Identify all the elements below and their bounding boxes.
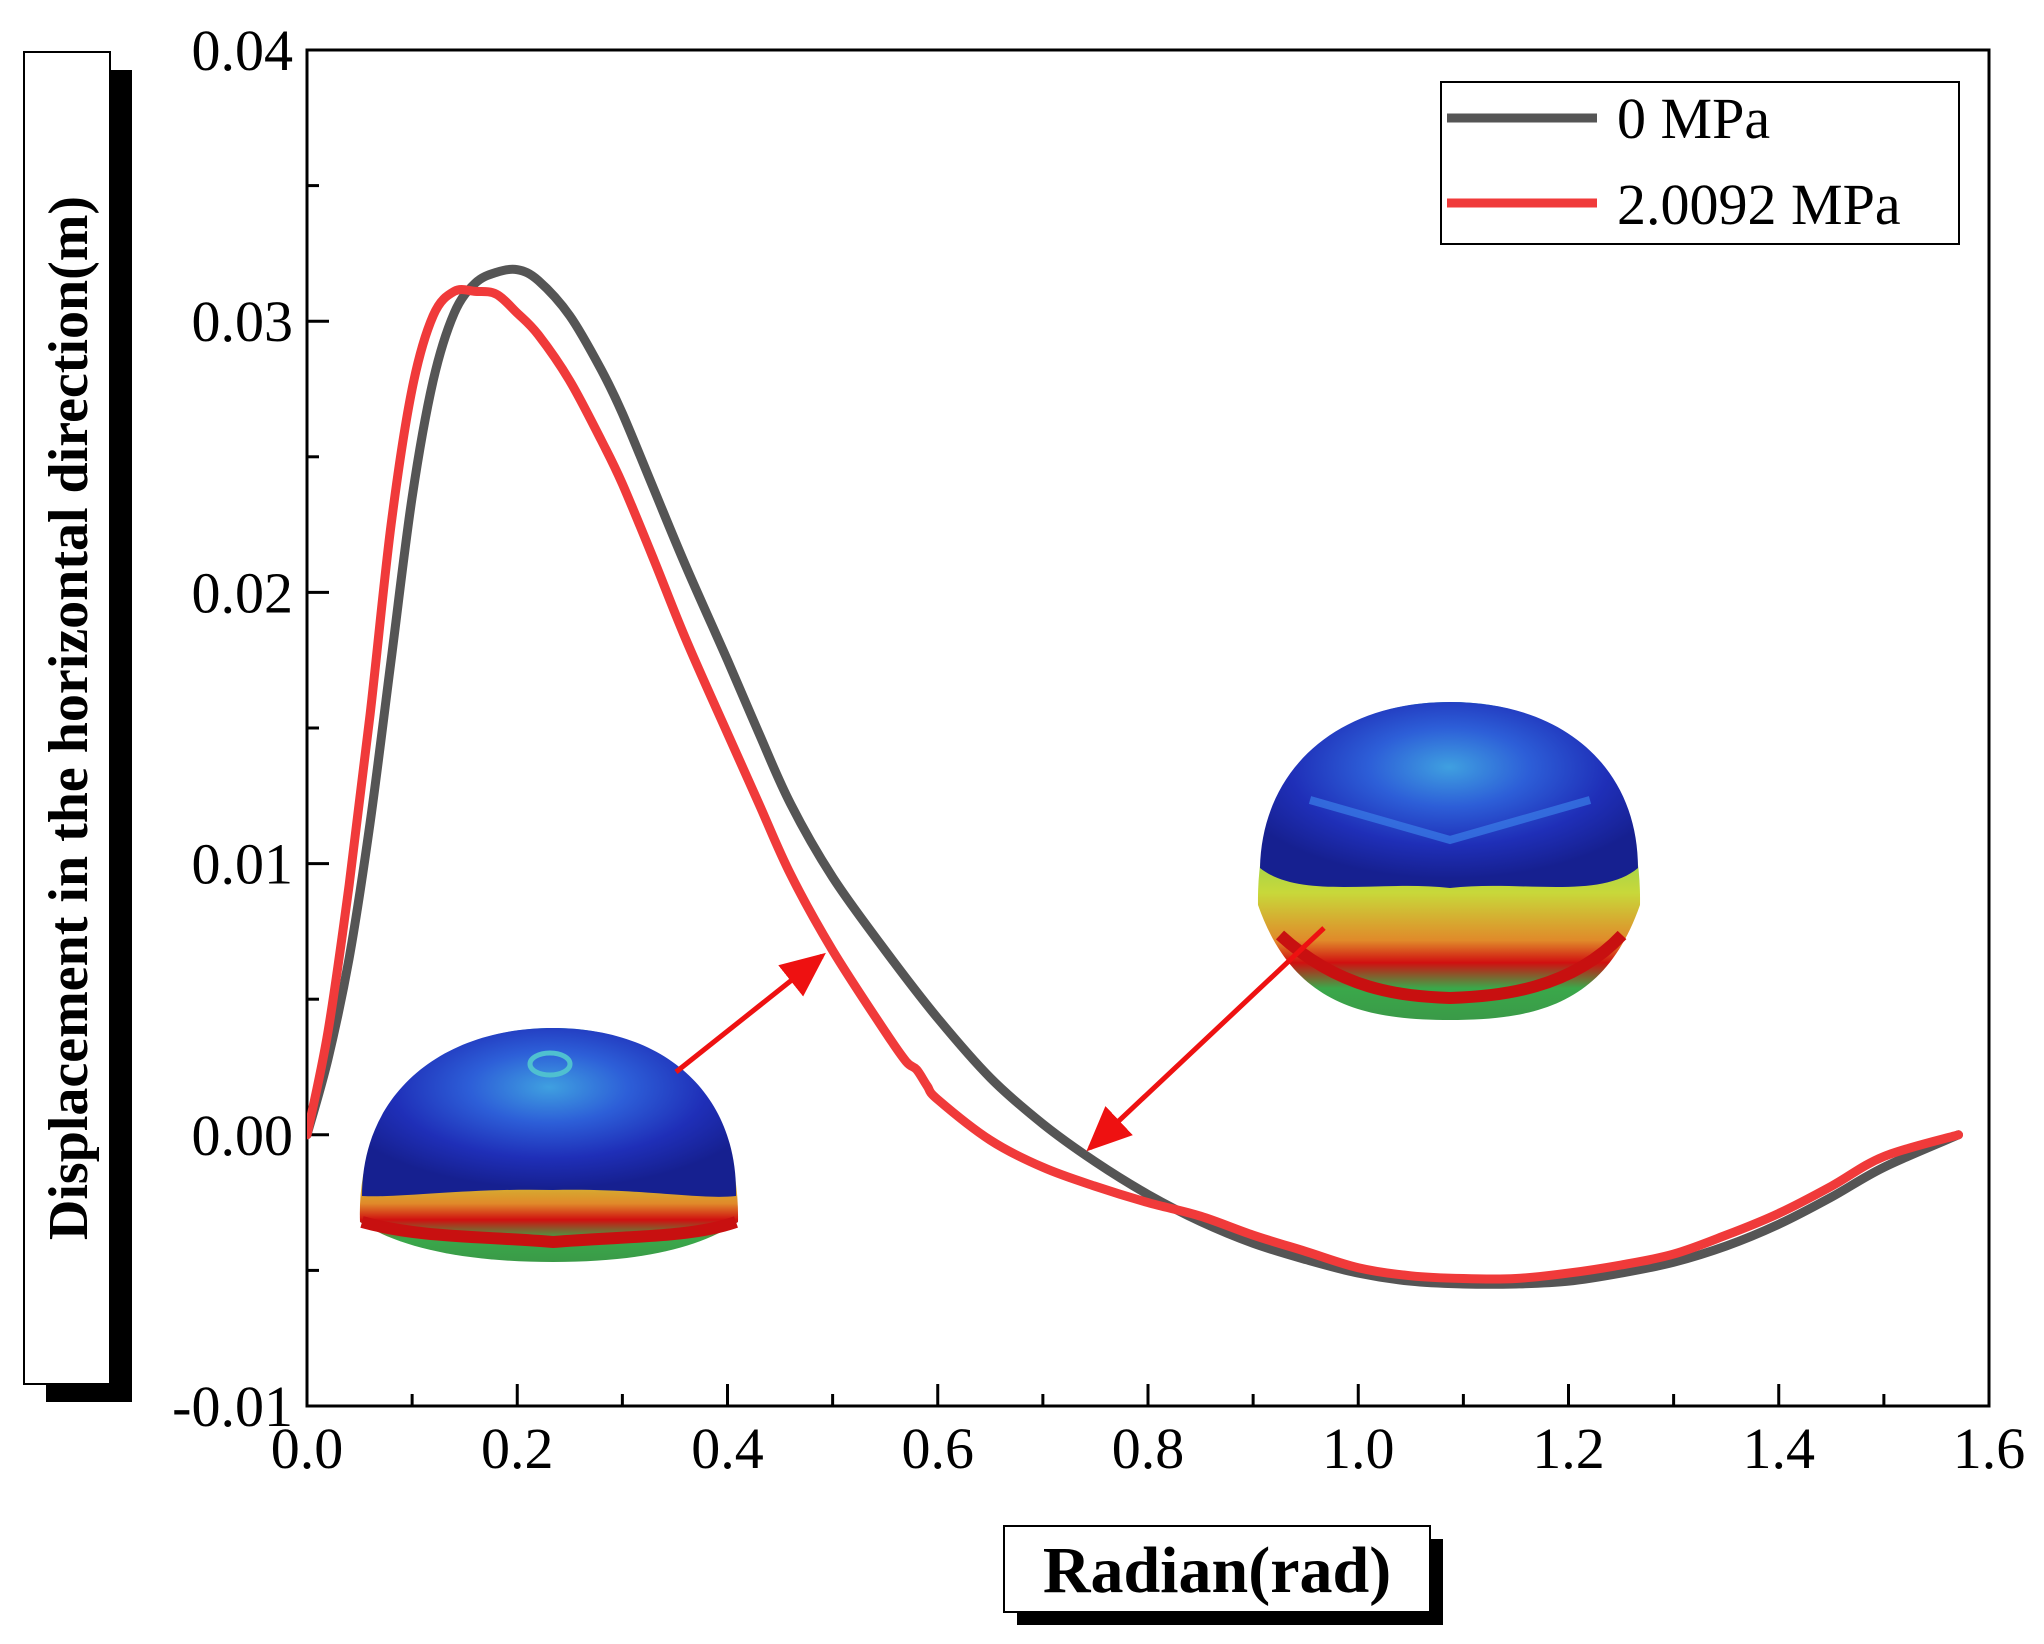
x-tick-label: 1.0 <box>1322 1416 1395 1481</box>
y-tick-label: 0.02 <box>192 560 294 625</box>
series-line-2-0092-mpa <box>307 284 1963 1284</box>
x-axis-title-group: Radian(rad) <box>1003 1525 1443 1625</box>
y-axis-ticks: -0.01 0.00 0.01 0.02 0.03 0.04 <box>172 18 329 1439</box>
legend-box <box>1440 81 1960 245</box>
x-tick-label: 0.4 <box>691 1416 764 1481</box>
x-tick-label: 1.6 <box>1953 1416 2026 1481</box>
legend-label-0-mpa: 0 MPa <box>1617 86 1770 151</box>
annotation-arrow-left <box>674 952 826 1074</box>
x-axis-title: Radian(rad) <box>1043 1534 1391 1607</box>
x-tick-label: 0.8 <box>1112 1416 1185 1481</box>
x-tick-label: 0.0 <box>271 1416 344 1481</box>
y-tick-label: 0.01 <box>192 832 294 897</box>
inset-hemisphere-left <box>359 1028 739 1262</box>
x-tick-label: 1.4 <box>1743 1416 1816 1481</box>
x-tick-label: 0.6 <box>902 1416 975 1481</box>
y-tick-label: 0.04 <box>192 18 294 83</box>
series-line-0-mpa <box>307 264 1963 1289</box>
legend: 0 MPa 2.0092 MPa <box>1440 81 1960 245</box>
y-tick-label: 0.03 <box>192 289 294 354</box>
x-tick-label: 0.2 <box>481 1416 554 1481</box>
y-tick-label: -0.01 <box>172 1374 293 1439</box>
x-tick-label: 1.2 <box>1532 1416 1605 1481</box>
y-axis-title: Displacement in the horizontal direction… <box>38 196 100 1240</box>
legend-label-2-0092-mpa: 2.0092 MPa <box>1617 172 1901 237</box>
y-axis-title-group: Displacement in the horizontal direction… <box>23 51 132 1402</box>
annotation-arrow-right <box>1086 926 1326 1152</box>
inset-hemisphere-right <box>1257 702 1641 1020</box>
y-tick-label: 0.00 <box>192 1103 294 1168</box>
x-axis-ticks: 0.0 0.2 0.4 0.6 0.8 1.0 1.2 1.4 1.6 <box>271 1384 2026 1481</box>
